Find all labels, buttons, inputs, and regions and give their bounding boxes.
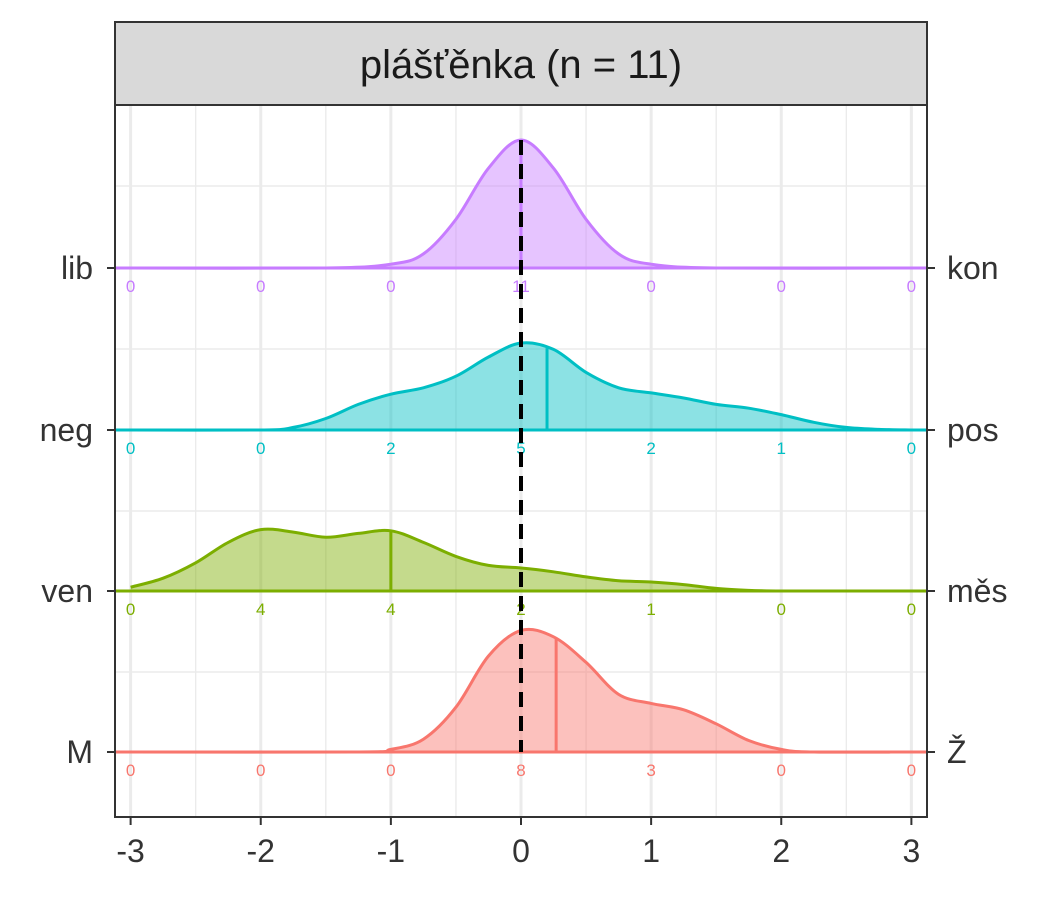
density-line bbox=[130, 341, 912, 432]
count-label: 0 bbox=[386, 761, 395, 780]
x-tick-label: -3 bbox=[116, 833, 144, 869]
x-tick-label: 1 bbox=[642, 833, 660, 869]
count-label: 5 bbox=[516, 439, 525, 458]
x-tick-label: -1 bbox=[377, 833, 405, 869]
y-label-right: měs bbox=[947, 573, 1007, 609]
axes: -3 -2 -1 0 1 2 3 lib kon neg pos ven měs M Ž bbox=[40, 250, 1008, 869]
strip-box bbox=[114, 21, 928, 106]
count-label: 0 bbox=[256, 277, 265, 296]
count-label: 3 bbox=[646, 761, 655, 780]
y-label-left: lib bbox=[61, 250, 93, 286]
density-line bbox=[130, 627, 912, 754]
count-label: 0 bbox=[777, 761, 786, 780]
count-label: 1 bbox=[646, 600, 655, 619]
count-label: 0 bbox=[386, 277, 395, 296]
count-label: 0 bbox=[126, 600, 135, 619]
count-label: 1 bbox=[777, 439, 786, 458]
count-label: 0 bbox=[907, 277, 916, 296]
count-label: 0 bbox=[126, 761, 135, 780]
y-label-left: neg bbox=[40, 412, 93, 448]
x-tick-label: 2 bbox=[772, 833, 790, 869]
x-tick-label: 3 bbox=[902, 833, 920, 869]
density-area bbox=[130, 629, 912, 753]
strip-title: plášťěnka (n = 11) bbox=[360, 43, 682, 87]
count-label: 0 bbox=[907, 600, 916, 619]
count-label: 0 bbox=[256, 761, 265, 780]
count-label: 0 bbox=[777, 277, 786, 296]
y-label-right: pos bbox=[947, 412, 999, 448]
count-label: 2 bbox=[646, 439, 655, 458]
count-label: 0 bbox=[907, 439, 916, 458]
count-label: 8 bbox=[516, 761, 525, 780]
x-tick-label: -2 bbox=[247, 833, 275, 869]
count-label: 0 bbox=[126, 277, 135, 296]
y-label-left: ven bbox=[41, 573, 93, 609]
count-label: 4 bbox=[386, 600, 395, 619]
density-area bbox=[130, 529, 912, 592]
density-line bbox=[130, 527, 912, 593]
y-label-left: M bbox=[66, 734, 93, 770]
y-label-right: Ž bbox=[947, 734, 967, 770]
y-label-right: kon bbox=[947, 250, 999, 286]
count-label: 4 bbox=[256, 600, 265, 619]
x-tick-label: 0 bbox=[512, 833, 530, 869]
count-label: 0 bbox=[777, 600, 786, 619]
count-label: 0 bbox=[256, 439, 265, 458]
count-label: 0 bbox=[907, 761, 916, 780]
count-label: 0 bbox=[646, 277, 655, 296]
count-label: 2 bbox=[386, 439, 395, 458]
count-label: 0 bbox=[126, 439, 135, 458]
